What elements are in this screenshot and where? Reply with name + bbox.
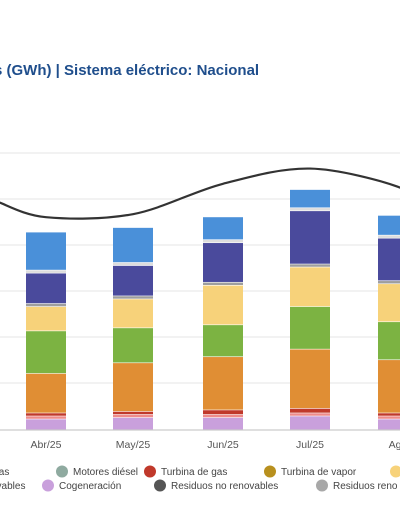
bar-segment [26,413,66,416]
bar-segment [290,264,330,267]
bar-segment [26,270,66,273]
bar-segment [378,413,400,416]
x-tick-label: May/25 [116,439,151,451]
bar-segment [113,414,153,418]
legend-item[interactable]: Motores diésel [56,465,138,479]
x-tick-label: Jun/25 [207,439,239,451]
legend-item[interactable]: Residuos no renovables [154,479,278,493]
bar-segment [290,208,330,211]
legend-label: Turbina de vapor [281,467,357,478]
bar-segment [113,299,153,328]
bar-segment [203,417,243,430]
x-tick-label: Ago [389,439,400,451]
bar-segment [378,235,400,238]
legend-item[interactable]: Gas [0,466,9,479]
bar-segment [203,285,243,325]
bar-segment [290,267,330,307]
bar-segment [26,306,66,331]
legend-marker [390,465,400,478]
bar-segment [113,328,153,363]
legend-label: Residuos no renovables [171,481,278,492]
legend-item[interactable]: ovables [0,480,25,493]
bar-segment [290,416,330,430]
bar-segment [378,238,400,281]
legend-marker [144,465,156,478]
chart-title: s (GWh) | Sistema eléctrico: Nacional [0,62,260,79]
legend-label: ovables [0,481,25,492]
bar-segment [378,360,400,413]
x-tick-label: Jul/25 [296,439,324,451]
bar-segment [290,349,330,409]
bar-segment [113,265,153,296]
bar-segment [203,217,243,240]
legend-item[interactable]: Turbina de gas [144,465,227,479]
bar-segment [203,243,243,282]
bar-segment [26,373,66,413]
bar-segment [203,414,243,418]
bar-segment [26,303,66,307]
bar-segment [26,419,66,430]
bar-segment [26,416,66,419]
x-tick-label: Abr/25 [31,439,62,451]
bar-segment [378,281,400,284]
bar-segment [378,215,400,235]
bar-segment [290,413,330,416]
bar-segment [26,232,66,270]
bar-segment [113,227,153,263]
bar-segment [203,357,243,410]
bar-segment [26,273,66,304]
bar-segment [378,416,400,419]
bar-segment [113,296,153,299]
bar-segment [113,363,153,412]
bar-segment [203,410,243,415]
legend-marker [42,479,54,492]
bar-segment [203,325,243,357]
bar-segment [113,417,153,430]
legend-marker [56,465,68,478]
legend-item[interactable] [390,465,400,478]
bar-segment [113,262,153,266]
bar-segment [290,211,330,264]
legend-marker [316,479,328,492]
bar-segment [290,306,330,349]
legend-item[interactable]: Turbina de vapor [264,465,357,479]
bar-segment [378,322,400,360]
bar-segment [26,331,66,374]
bar-segment [378,284,400,322]
legend-marker [154,479,166,492]
legend-label: Turbina de gas [161,467,227,478]
legend-label: Cogeneración [59,481,121,492]
bar-segment [378,419,400,430]
legend-label: Residuos reno [333,481,398,492]
bar-segment [290,189,330,208]
legend-label: Gas [0,467,9,478]
legend-label: Motores diésel [73,467,138,478]
legend-marker [264,465,276,478]
bar-segment [203,282,243,285]
legend-item[interactable]: Cogeneración [42,479,121,493]
legend-item[interactable]: Residuos reno [316,479,398,493]
bar-segment [113,411,153,415]
bar-segment [290,408,330,413]
bar-segment [203,240,243,243]
total-line [0,167,400,220]
